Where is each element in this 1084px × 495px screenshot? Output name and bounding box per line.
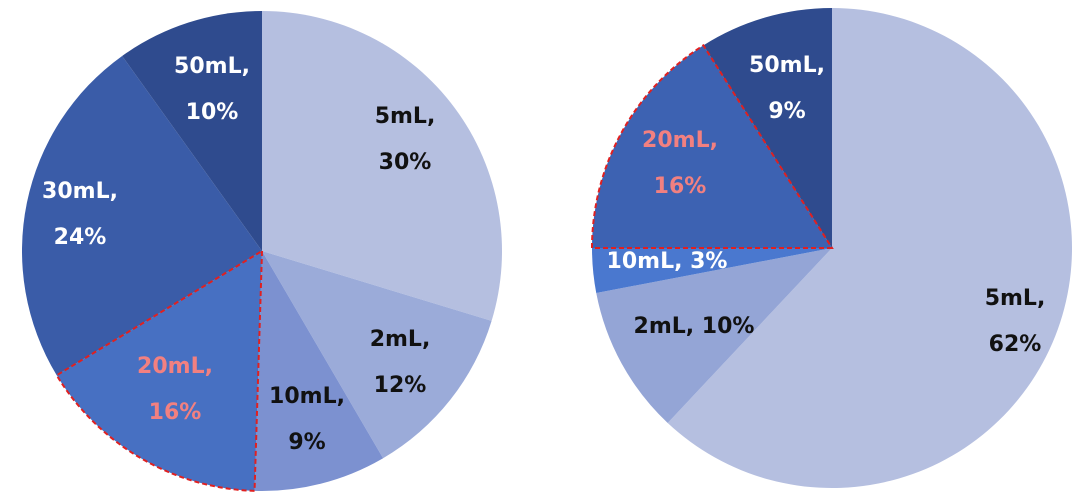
data-label-5ml: 5mL, [985,286,1046,311]
highlight-outline [590,43,834,249]
pie-slice-2ml [262,251,492,459]
data-label-2ml: 2mL, [370,327,431,352]
data-label-50ml: 10% [186,100,239,125]
data-label-5ml: 62% [989,332,1042,357]
pie-slice-10ml [592,248,832,293]
pie-slice-20ml [56,251,262,491]
pie-chart-left: 5mL, 30% 2mL, 12% 10mL, 9% 20mL, 16% 30mL, 24% 50m… [22,10,503,492]
pie-slice-50ml [122,10,262,251]
pie-slice-30ml [22,55,263,376]
data-label-10ml: 10mL, [269,384,345,409]
pie-slice-20ml [592,45,832,248]
data-label-5ml: 30% [379,150,432,175]
data-label-20ml: 16% [654,174,707,199]
data-label-10ml: 9% [288,430,325,455]
pie-slice-50ml [703,8,832,248]
data-label-30ml: 30mL, [42,179,118,204]
data-label-20ml: 20mL, [642,128,718,153]
data-label-50ml: 9% [768,99,805,124]
pie-slice-5ml [667,8,1073,488]
pie-slice-2ml [596,248,832,423]
data-label-30ml: 24% [54,225,107,250]
pie-slice-10ml [254,251,384,491]
data-label-50ml: 50mL, [174,54,250,79]
data-label-2ml: 2mL, 10% [634,314,755,339]
data-label-2ml: 12% [374,373,427,398]
data-label-50ml: 50mL, [749,53,825,78]
data-label-10ml: 10mL, 3% [607,249,728,274]
data-label-20ml: 16% [149,400,202,425]
data-label-20ml: 20mL, [137,354,213,379]
data-label-5ml: 5mL, [375,104,436,129]
pie-chart-right: 5mL, 62% 2mL, 10% 10mL, 3% 20mL, 16% 50mL, 9% [590,8,1073,488]
pie-slice-5ml [262,11,503,321]
